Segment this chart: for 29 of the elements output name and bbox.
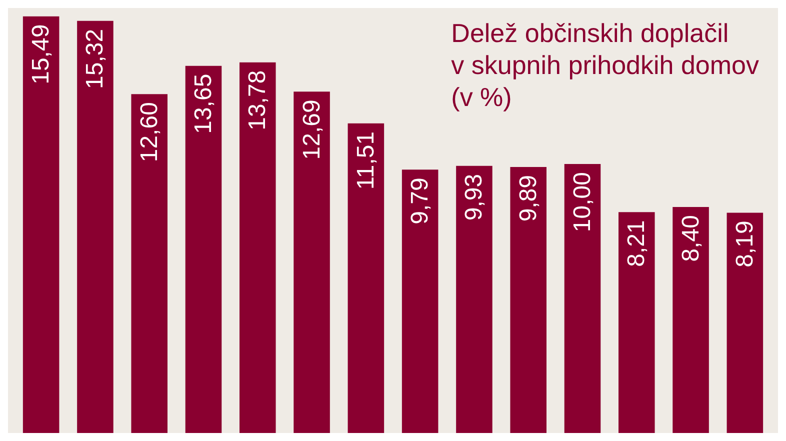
bar <box>510 166 546 433</box>
bar <box>77 20 114 433</box>
bar <box>240 62 276 433</box>
bar <box>564 164 601 433</box>
data-label: 13,78 <box>244 70 272 130</box>
data-label: 9,89 <box>514 174 542 222</box>
bar <box>456 166 492 433</box>
data-label: 15,49 <box>28 24 55 84</box>
bar <box>185 66 222 433</box>
data-label: 8,21 <box>623 220 650 267</box>
data-label: 12,60 <box>136 102 163 162</box>
data-label: 8,40 <box>677 215 704 262</box>
data-label: 11,51 <box>352 131 380 190</box>
data-label: 8,19 <box>731 220 758 268</box>
bar <box>672 207 709 433</box>
bar <box>348 123 384 433</box>
data-label: 9,79 <box>406 178 434 224</box>
data-label: 13,65 <box>190 74 217 134</box>
text: Delež občinskih doplačil v skupnih prihodkih domov (v %) <box>451 18 760 112</box>
data-label: 15,32 <box>82 28 109 89</box>
bar <box>402 170 438 433</box>
bar <box>294 92 330 433</box>
bar <box>618 212 655 433</box>
bar <box>131 94 168 433</box>
bar <box>726 212 764 433</box>
data-label: 9,93 <box>460 174 488 221</box>
bar <box>22 16 60 433</box>
data-label: 12,69 <box>298 100 326 160</box>
data-label: 10,00 <box>569 172 596 232</box>
